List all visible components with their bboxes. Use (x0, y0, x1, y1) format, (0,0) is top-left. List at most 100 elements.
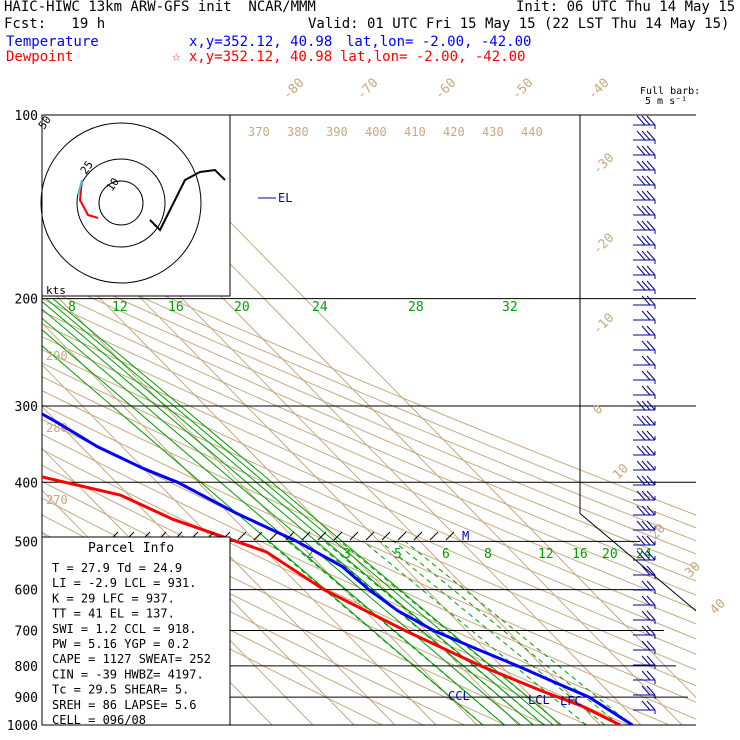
mixing-ratio-label: 16 (168, 300, 184, 315)
wind-barb-flag (646, 250, 656, 261)
profile-lines (42, 412, 634, 725)
hodograph-trace-upper (149, 168, 226, 232)
wind-barb-flag (641, 205, 651, 216)
wind-barb-flag (641, 355, 651, 366)
mixing-ratio-label: 5 (394, 547, 402, 562)
dry-adiabat-line (42, 310, 696, 596)
isotherm-label: -60 (432, 76, 459, 103)
temperature-latlon: lat,lon= -2.00, -42.00 (346, 34, 532, 50)
wind-barb-flag (646, 385, 656, 396)
parcel-info-row: T = 27.9 Td = 24.9 (52, 561, 182, 575)
tropopause-hatch (413, 531, 423, 541)
wind-barb-flag (646, 325, 656, 336)
theta-label: 440 (521, 125, 543, 139)
theta-label: 430 (482, 125, 504, 139)
wind-barb-flag (646, 460, 656, 471)
wind-barb-flag (641, 265, 651, 276)
tropopause-hatch (253, 531, 263, 541)
dry-adiabat-line (42, 376, 696, 671)
wind-barb-flag (641, 550, 651, 561)
wind-barb-flag (646, 400, 656, 411)
wind-barb-flag (636, 550, 646, 561)
pressure-tick-label: 900 (15, 691, 38, 706)
mixing-ratio-label: 28 (408, 300, 424, 315)
wind-barb-flag (646, 655, 656, 666)
dry-adiabat-line (42, 323, 696, 610)
wind-barb-flag (636, 220, 646, 231)
wind-barb-flag (646, 130, 656, 141)
wind-barb-flag (641, 115, 651, 126)
isotherm-label: 40 (707, 596, 729, 618)
wind-barb-flag (641, 130, 651, 141)
pressure-tick-label: 800 (15, 660, 38, 675)
barb-legend-unit: 5 m s⁻¹ (645, 96, 687, 107)
hodograph-box (41, 114, 231, 297)
dry-adiabat-line (42, 362, 696, 655)
dry-adiabat-line (42, 449, 629, 725)
wind-barb-flag (646, 475, 656, 486)
mixing-ratio-dashed-line (323, 540, 545, 725)
mixing-ratio-dashed-line (287, 540, 505, 725)
wind-barb-flag (641, 280, 651, 291)
wind-barb-flag (641, 235, 651, 246)
wind-barb-flag (641, 400, 651, 411)
wind-barb-flag (636, 130, 646, 141)
wind-barb-flag (641, 175, 651, 186)
wind-barb-flag (641, 370, 651, 381)
wind-barb-flag (641, 700, 651, 711)
parcel-info-row: CIN = -39 HWBZ= 4197. (52, 667, 204, 681)
isotherm-label: -70 (354, 76, 381, 103)
wind-barb-flag (636, 205, 646, 216)
mixing-ratio-dashed-line (339, 540, 562, 725)
wind-barb-flag (646, 505, 656, 516)
isotherm-label: -20 (590, 231, 617, 258)
wind-barb-flag (646, 670, 656, 681)
wind-barb-flag (646, 415, 656, 426)
temperature-xy: x,y=352.12, 40.98 (189, 34, 333, 50)
wind-barb-flag (641, 220, 651, 231)
wind-barb-flag (641, 640, 651, 651)
mixing-ratio-label: 6 (442, 547, 450, 562)
wind-barb-flag (646, 115, 656, 126)
wind-barb-flag (646, 550, 656, 561)
isotherm-label: -80 (280, 76, 307, 103)
isotherm-label: -50 (509, 76, 536, 103)
wind-barb-flag (636, 250, 646, 261)
wind-barb-flag (646, 610, 656, 621)
valid-time: Valid: 01 UTC Fri 15 May 15 (22 LST Thu … (308, 16, 730, 32)
wind-barbs: Full barb:5 m s⁻¹ (633, 86, 700, 714)
wind-barb-flag (646, 520, 656, 531)
hodograph-ring (40, 122, 202, 284)
wind-barb-flag (641, 385, 651, 396)
tropopause-hatch (349, 531, 359, 541)
wind-barb-flag (636, 280, 646, 291)
dewpoint-latlon: lat,lon= -2.00, -42.00 (340, 49, 526, 65)
hodograph-ring (76, 158, 166, 248)
hodograph-trace-low (78, 179, 99, 219)
wind-barb-flag (646, 565, 656, 576)
hodograph-ring-label: 25 (78, 158, 96, 176)
mixing-ratio-line (45, 298, 554, 725)
tropopause-hatch (301, 531, 311, 541)
wind-barb-flag (641, 430, 651, 441)
wind-barb-flag (636, 265, 646, 276)
theta-label: 400 (365, 125, 387, 139)
wind-barb-flag (641, 490, 651, 501)
wind-barb-flag (646, 265, 656, 276)
wind-barb-flag (636, 535, 646, 546)
parcel-info-row: SREH = 86 LAPSE= 5.6 (52, 698, 197, 712)
right-diagonal-line (579, 513, 697, 612)
annotation-m: M (462, 529, 469, 543)
mixing-ratio-dashed-line (404, 540, 632, 725)
profile-annotations: EL M CCL LCL LFC (109, 191, 582, 708)
wind-barb-flag (636, 160, 646, 171)
wind-barb-flag (636, 520, 646, 531)
wind-barb-flag (646, 220, 656, 231)
mixing-ratio-dashed-line (314, 540, 534, 725)
wind-barb-flag (636, 505, 646, 516)
wind-barb-flag (641, 670, 651, 681)
wind-barb-flag (641, 295, 651, 306)
wind-barb-flag (636, 145, 646, 156)
isotherm-label: 0 (590, 402, 606, 418)
